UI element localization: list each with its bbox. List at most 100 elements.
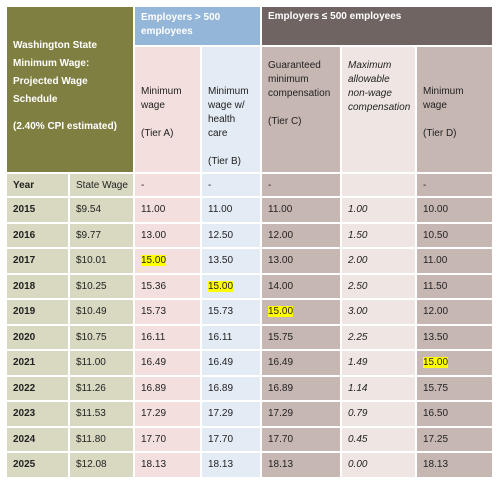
cell-text: 16.11 — [208, 331, 233, 343]
cell: 14.00 — [260, 272, 342, 300]
cell-text: 15.00 — [141, 255, 167, 267]
cell: 12.00 — [260, 221, 342, 249]
cell-text: 15.75 — [423, 382, 449, 394]
cell-text: 1.50 — [348, 229, 368, 241]
cell-text: $10.75 — [76, 331, 107, 343]
cell: 2021 — [5, 349, 70, 377]
cell-text: 17.29 — [208, 408, 234, 420]
title: Washington State Minimum Wage: Projected… — [13, 40, 98, 105]
cell-text: 16.50 — [423, 408, 449, 420]
cell-text: 15.73 — [141, 306, 167, 318]
cell: 2023 — [5, 400, 70, 428]
cell-text: $10.01 — [76, 255, 107, 267]
cell-text: 1.00 — [348, 204, 368, 216]
cell-text: 18.13 — [208, 459, 234, 471]
cell: 17.29 — [200, 400, 262, 428]
cell-text: 2024 — [13, 433, 36, 445]
cell-text: $11.80 — [76, 433, 106, 445]
cell: 0.00 — [340, 451, 417, 479]
column-header: Minimum wage w/ health care (Tier B) — [200, 45, 262, 174]
cell-text: 11.00 — [208, 204, 233, 216]
cell: 1.49 — [340, 349, 417, 377]
cell: 17.25 — [414, 425, 495, 453]
column-tier: (Tier C) — [268, 116, 302, 127]
cell-text: 16.11 — [141, 331, 166, 343]
column-label: Minimum wage — [423, 86, 464, 111]
cell: 15.73 — [200, 298, 262, 326]
cell: 13.50 — [414, 323, 495, 351]
cell-text: 16.89 — [141, 382, 167, 394]
cell-text: 13.00 — [268, 255, 294, 267]
cell: 15.73 — [133, 298, 202, 326]
group-row: Washington State Minimum Wage: Projected… — [5, 5, 495, 174]
cell: 16.11 — [200, 323, 262, 351]
cell-text: 15.73 — [208, 306, 234, 318]
cell: 15.00 — [200, 272, 262, 300]
cell: 17.70 — [260, 425, 342, 453]
row: 2015 $9.54 11.00 11.00 11.00 1.00 10.00 — [5, 196, 495, 224]
header-row: Year State Wage - - - - — [5, 172, 495, 198]
cell: $10.75 — [68, 323, 135, 351]
header-cell — [340, 172, 417, 198]
row: 2022 $11.26 16.89 16.89 16.89 1.14 15.75 — [5, 374, 495, 402]
header-text: - — [268, 179, 272, 191]
column-label: Minimum wage w/ health care — [208, 86, 249, 139]
cell-text: $11.00 — [76, 357, 106, 369]
column-header: Minimum wage (Tier A) — [133, 45, 202, 174]
cell: 1.50 — [340, 221, 417, 249]
cell-text: 11.00 — [423, 255, 448, 267]
cell-text: 0.45 — [348, 433, 368, 445]
header-text: - — [423, 179, 427, 191]
cell: 13.00 — [260, 247, 342, 275]
cell-text: 1.14 — [348, 382, 368, 394]
cell: 2015 — [5, 196, 70, 224]
cell: $11.26 — [68, 374, 135, 402]
cell-text: 2022 — [13, 382, 36, 394]
cell: 18.13 — [260, 451, 342, 479]
header-cell: State Wage — [68, 172, 135, 198]
rows: 2015 $9.54 11.00 11.00 11.00 1.00 10.00 2016 $9.… — [5, 196, 495, 479]
cell: 2.00 — [340, 247, 417, 275]
cell: $11.80 — [68, 425, 135, 453]
row: 2023 $11.53 17.29 17.29 17.29 0.79 16.50 — [5, 400, 495, 428]
cell: 2024 — [5, 425, 70, 453]
cell-text: 18.13 — [141, 459, 167, 471]
wage-table: Washington State Minimum Wage: Projected… — [5, 5, 495, 479]
cell-text: 15.00 — [208, 280, 234, 292]
cell-text: 10.50 — [423, 229, 449, 241]
cell-text: $9.54 — [76, 204, 102, 216]
cell: 16.49 — [260, 349, 342, 377]
cell-text: 3.00 — [348, 306, 368, 318]
column-label: Guaranteed minimum compensation — [268, 60, 331, 99]
cell: 16.89 — [200, 374, 262, 402]
cell-text: 18.13 — [423, 459, 449, 471]
cell-text: 17.29 — [141, 408, 167, 420]
cell: 15.36 — [133, 272, 202, 300]
cell: 2022 — [5, 374, 70, 402]
row: 2018 $10.25 15.36 15.00 14.00 2.50 11.50 — [5, 272, 495, 300]
cell: $11.00 — [68, 349, 135, 377]
cell-text: 17.70 — [141, 433, 167, 445]
title-cell: Washington State Minimum Wage: Projected… — [5, 5, 135, 174]
cell-text: 2017 — [13, 255, 36, 267]
header-text: - — [141, 179, 145, 191]
cell-text: 2.25 — [348, 331, 368, 343]
group-header: Employers > 500 employees — [133, 5, 262, 47]
cell-text: 12.00 — [423, 306, 449, 318]
cell-text: 13.50 — [423, 331, 449, 343]
cell: 17.29 — [260, 400, 342, 428]
row: 2019 $10.49 15.73 15.73 15.00 3.00 12.00 — [5, 298, 495, 326]
cell-text: 12.50 — [208, 229, 234, 241]
cell-text: 0.79 — [348, 408, 368, 420]
cell: $9.54 — [68, 196, 135, 224]
cell: 16.89 — [133, 374, 202, 402]
cell-text: 16.89 — [208, 382, 234, 394]
cell-text: $12.08 — [76, 459, 107, 471]
column-label: Maximum allowable non-wage compensation — [348, 60, 411, 113]
cell: 10.00 — [414, 196, 495, 224]
row: 2021 $11.00 16.49 16.49 16.49 1.49 15.00 — [5, 349, 495, 377]
cell: $9.77 — [68, 221, 135, 249]
cell-text: 2025 — [13, 459, 36, 471]
cell-text: 10.00 — [423, 204, 449, 216]
cell-text: 11.00 — [268, 204, 293, 216]
